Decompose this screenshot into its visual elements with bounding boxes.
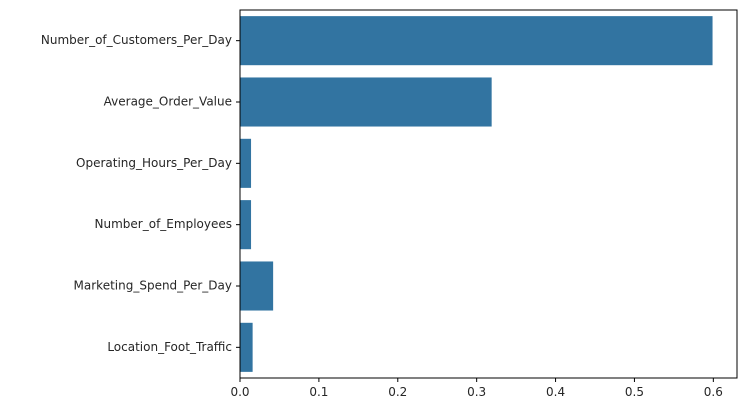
y-tick-label: Number_of_Employees bbox=[95, 217, 232, 231]
x-tick-label: 0.3 bbox=[467, 385, 486, 399]
bar-number-of-customers-per-day bbox=[240, 16, 713, 66]
x-axis: 0.0 0.1 0.2 0.3 0.4 0.5 0.6 bbox=[230, 378, 723, 399]
bar-operating-hours-per-day bbox=[240, 138, 252, 188]
y-tick-label: Location_Foot_Traffic bbox=[107, 340, 232, 354]
x-tick-label: 0.5 bbox=[625, 385, 644, 399]
plot-frame bbox=[239, 9, 738, 379]
bar-number-of-employees bbox=[240, 200, 252, 250]
bar-marketing-spend-per-day bbox=[240, 261, 274, 311]
bar-average-order-value bbox=[240, 77, 492, 127]
x-tick-label: 0.6 bbox=[704, 385, 723, 399]
bars-layer bbox=[240, 16, 713, 372]
y-tick-label: Number_of_Customers_Per_Day bbox=[41, 33, 232, 47]
x-tick-label: 0.2 bbox=[388, 385, 407, 399]
y-tick-label: Average_Order_Value bbox=[104, 95, 232, 109]
y-axis: Number_of_Customers_Per_Day Average_Order… bbox=[41, 33, 240, 354]
x-tick-label: 0.1 bbox=[309, 385, 328, 399]
y-tick-label: Operating_Hours_Per_Day bbox=[76, 156, 232, 170]
x-tick-label: 0.0 bbox=[230, 385, 249, 399]
bar-location-foot-traffic bbox=[240, 322, 253, 372]
y-tick-label: Marketing_Spend_Per_Day bbox=[74, 279, 232, 293]
x-tick-label: 0.4 bbox=[546, 385, 565, 399]
